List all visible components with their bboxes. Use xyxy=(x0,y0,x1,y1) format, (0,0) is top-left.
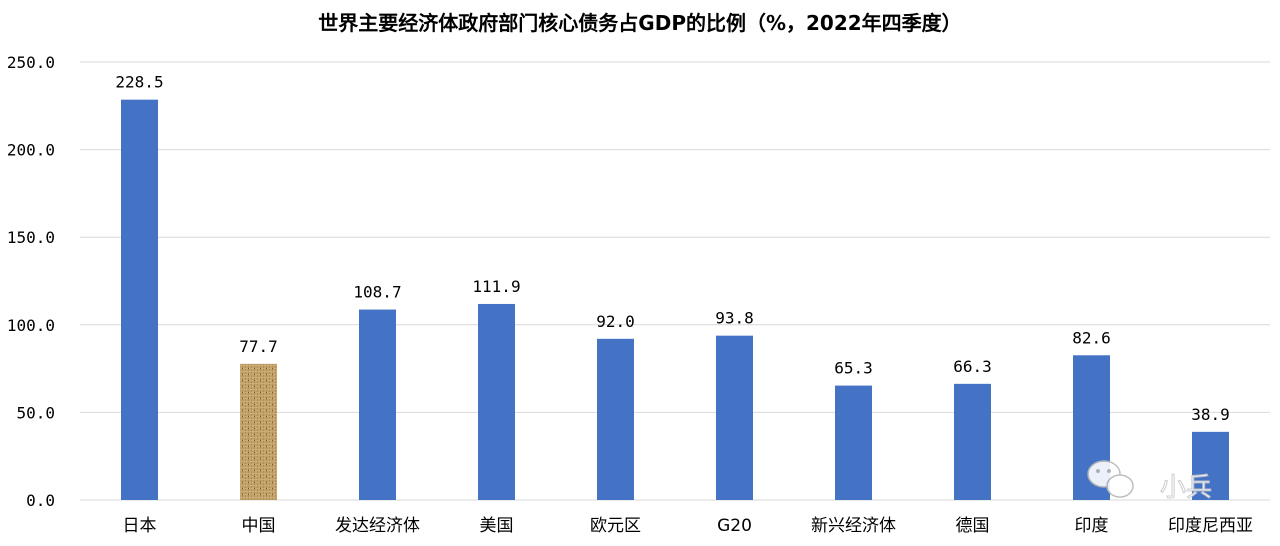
data-label: 93.8 xyxy=(715,309,754,328)
y-tick-label: 200.0 xyxy=(7,141,55,160)
data-label: 228.5 xyxy=(115,73,163,92)
y-tick-label: 250.0 xyxy=(7,53,55,72)
y-axis: 0.0 50.0 100.0 150.0 200.0 250.0 xyxy=(7,53,55,510)
watermark: 小兵 xyxy=(1087,460,1213,504)
x-tick-label: 美国 xyxy=(480,516,514,536)
data-label: 82.6 xyxy=(1072,328,1111,347)
data-label: 77.7 xyxy=(239,337,278,356)
bar-5 xyxy=(716,335,753,500)
watermark-text: 小兵 xyxy=(1160,473,1212,503)
data-label: 66.3 xyxy=(953,357,992,376)
x-tick-label: 中国 xyxy=(242,516,276,536)
data-label: 38.9 xyxy=(1191,405,1230,424)
bar-0 xyxy=(121,99,158,500)
bar-7 xyxy=(954,383,991,500)
bar-2 xyxy=(359,309,396,500)
data-label: 111.9 xyxy=(472,277,520,296)
x-tick-label: G20 xyxy=(717,516,752,536)
chart-title: 世界主要经济体政府部门核心债务占GDP的比例（%，2022年四季度） xyxy=(318,11,961,35)
x-tick-label: 欧元区 xyxy=(590,516,641,536)
y-tick-label: 0.0 xyxy=(26,491,55,510)
x-tick-label: 德国 xyxy=(956,516,990,536)
bars xyxy=(121,99,1229,500)
data-label: 108.7 xyxy=(353,283,401,302)
data-label: 65.3 xyxy=(834,359,873,378)
x-tick-label: 印度尼西亚 xyxy=(1168,516,1253,536)
bar-3 xyxy=(478,303,515,500)
x-tick-label: 印度 xyxy=(1075,516,1109,536)
wechat-icon xyxy=(1087,460,1134,498)
bar-6 xyxy=(835,385,872,500)
y-tick-label: 50.0 xyxy=(16,403,55,422)
y-tick-label: 100.0 xyxy=(7,316,55,335)
bar-9 xyxy=(1192,431,1229,500)
data-labels: 228.5 77.7 108.7 111.9 92.0 93.8 65.3 66.3 82.6 3… xyxy=(115,73,1229,424)
x-tick-label: 日本 xyxy=(123,516,157,536)
y-tick-label: 150.0 xyxy=(7,228,55,247)
bar-4 xyxy=(597,338,634,500)
x-tick-label: 新兴经济体 xyxy=(811,516,896,536)
grid-layer xyxy=(80,61,1270,501)
x-tick-label: 发达经济体 xyxy=(335,516,420,536)
bar-1 xyxy=(240,363,277,500)
x-axis: 日本 中国 发达经济体 美国 欧元区 G20 新兴经济体 德国 印度 印度尼西亚 xyxy=(123,516,1254,536)
data-label: 92.0 xyxy=(596,312,635,331)
